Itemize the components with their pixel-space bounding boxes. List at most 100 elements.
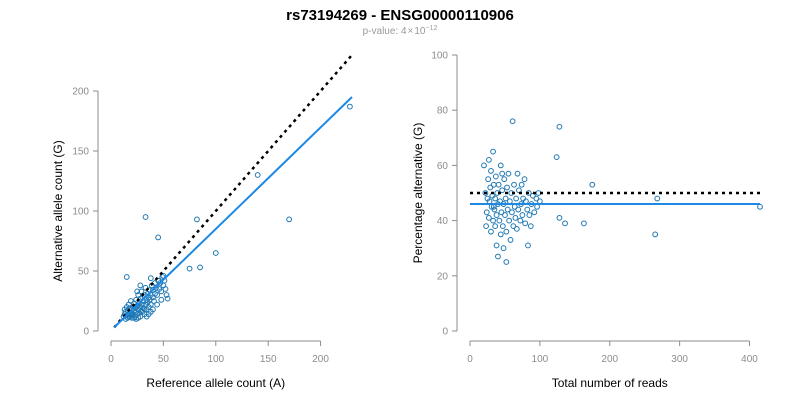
pct-data-point: [485, 156, 492, 163]
pct-data-point: [493, 212, 500, 218]
pct-data-point: [492, 195, 499, 202]
pvalue-prefix: p-value: 4: [363, 26, 407, 37]
pct-y-tick-label: 20: [437, 271, 449, 282]
pct-data-point: [499, 170, 506, 177]
pct-y-axis-title: Percentage alternative (G): [411, 123, 425, 264]
allele-data-point: [147, 301, 154, 308]
pct-data-point: [491, 206, 498, 213]
allele-reference-line: [113, 54, 353, 329]
allele-data-point: [154, 301, 161, 308]
pvalue-exponent: −12: [426, 25, 438, 32]
pct-data-point: [513, 225, 520, 232]
allele-data-point: [138, 288, 145, 295]
pct-data-point: [534, 203, 540, 210]
pct-data-point: [495, 181, 502, 188]
allele-data-point: [151, 298, 157, 304]
pct-y-tick-label: 60: [437, 161, 449, 172]
pct-data-point: [533, 195, 540, 202]
pct-data-point: [519, 212, 526, 218]
pct-y-tick-label: 100: [431, 51, 448, 62]
pct-y-tick-label: 40: [437, 216, 449, 227]
allele-data-point: [254, 172, 261, 178]
allele-x-tick-label: 100: [207, 354, 224, 365]
pct-data-point: [502, 212, 508, 218]
figure-title: rs73194269 - ENSG00000110906: [286, 7, 514, 24]
allele-data-point: [212, 250, 219, 256]
pct-data-point: [503, 228, 510, 235]
pct-data-point: [556, 214, 563, 221]
pct-data-point: [517, 217, 524, 224]
pct-data-point: [499, 223, 506, 230]
pct-data-point: [531, 209, 538, 216]
allele-x-tick-label: 150: [260, 354, 277, 365]
pct-data-point: [510, 223, 517, 230]
pct-data-point: [505, 170, 512, 177]
pct-data-point: [506, 217, 513, 224]
pct-data-point: [523, 198, 529, 205]
pct-data-point: [487, 184, 494, 191]
pct-data-point: [504, 184, 510, 191]
pct-data-point: [490, 148, 496, 155]
pct-data-point: [500, 245, 507, 252]
pct-x-tick-label: 300: [671, 354, 688, 365]
pct-x-tick-label: 0: [467, 354, 473, 365]
allele-x-axis-title: Reference allele count (A): [146, 376, 285, 390]
allele-y-tick-label: 50: [78, 267, 90, 278]
pct-data-point: [757, 203, 763, 210]
pct-data-point: [502, 195, 509, 202]
pct-data-point: [526, 212, 533, 218]
allele-y-axis-title: Alternative allele count (G): [51, 140, 65, 281]
allele-data-point: [158, 296, 165, 303]
pct-data-point: [512, 214, 519, 221]
pct-data-point: [515, 206, 522, 213]
pct-y-tick-label: 80: [437, 106, 449, 117]
pct-data-point: [581, 220, 587, 227]
allele-data-point: [142, 214, 149, 220]
pct-data-point: [529, 192, 536, 199]
allele-data-point: [142, 284, 149, 291]
pct-data-point: [497, 231, 504, 238]
pct-data-point: [509, 209, 515, 216]
allele-data-point: [194, 216, 200, 223]
allele-x-tick-label: 50: [158, 354, 170, 365]
pct-data-point: [527, 223, 534, 230]
allele-data-point: [134, 288, 141, 295]
allele-count-chart: 0 50 100 150 200 0 50 100 150 200 Reference allele…: [51, 54, 353, 390]
pct-data-point: [485, 214, 492, 221]
allele-data-point: [141, 306, 148, 313]
pct-data-point: [497, 162, 504, 169]
pct-data-point: [509, 118, 516, 125]
pct-data-point: [654, 195, 661, 202]
allele-data-point: [347, 103, 353, 110]
pct-data-point: [556, 123, 563, 130]
pct-data-point: [498, 209, 505, 216]
pct-data-point: [525, 242, 531, 249]
pct-data-point: [501, 176, 508, 183]
pct-data-point: [518, 181, 525, 188]
allele-x-tick-label: 200: [312, 354, 329, 365]
allele-x-tick-label: 0: [108, 354, 114, 365]
pct-data-point: [520, 195, 527, 202]
pct-data-point: [516, 187, 522, 194]
pct-data-point: [499, 187, 506, 194]
pct-data-point: [506, 198, 513, 205]
figure-subtitle: p-value: 4×10−12: [363, 25, 438, 37]
allele-data-point: [139, 301, 146, 308]
pct-data-point: [481, 162, 487, 169]
allele-data-point: [150, 306, 156, 313]
allele-fit-line: [113, 96, 353, 329]
allele-data-point: [154, 292, 161, 298]
allele-data-point: [137, 282, 144, 289]
pct-data-point: [589, 181, 596, 188]
allele-y-tick-label: 100: [72, 207, 89, 218]
pct-data-point: [492, 223, 499, 230]
pct-data-point: [485, 176, 492, 183]
pct-data-point: [488, 228, 494, 235]
allele-data-point: [160, 272, 167, 279]
pct-data-point: [492, 173, 499, 180]
pct-data-point: [514, 170, 521, 177]
pct-data-point: [524, 206, 531, 213]
pct-data-point: [522, 220, 529, 227]
